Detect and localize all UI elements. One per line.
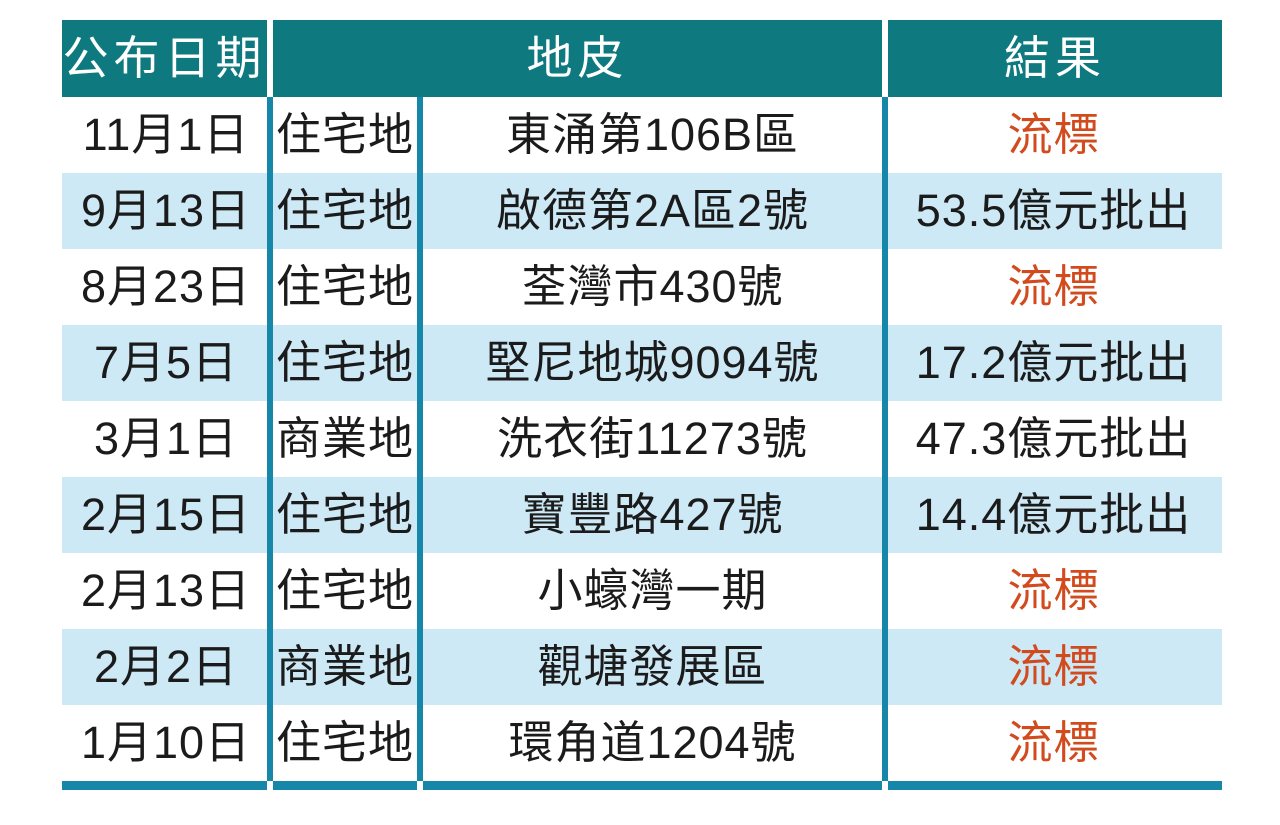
bottom-rule-segment	[62, 781, 267, 790]
table-row: 9月13日 住宅地 啟德第2A區2號 53.5億元批出	[62, 173, 1222, 249]
table-row: 1月10日 住宅地 環角道1204號 流標	[62, 705, 1222, 781]
cell-site: 東涌第106B區	[505, 109, 800, 160]
cell-result: 53.5億元批出	[915, 185, 1192, 236]
bottom-rule-segment	[888, 781, 1222, 790]
cell-type: 住宅地	[275, 337, 414, 388]
cell-site: 環角道1204號	[508, 717, 797, 768]
cell-date: 2月13日	[80, 565, 252, 616]
column-divider	[267, 97, 273, 781]
bottom-rule-segment	[273, 781, 417, 790]
table-row: 2月13日 住宅地 小蠔灣一期 流標	[62, 553, 1222, 629]
cell-date: 11月1日	[82, 109, 250, 160]
cell-result: 14.4億元批出	[915, 489, 1192, 540]
table-row: 7月5日 住宅地 堅尼地城9094號 17.2億元批出	[62, 325, 1222, 401]
cell-result: 流標	[1007, 565, 1100, 616]
table-row: 2月15日 住宅地 寶豐路427號 14.4億元批出	[62, 477, 1222, 553]
cell-type: 住宅地	[275, 565, 414, 616]
cell-site: 荃灣市430號	[521, 261, 784, 312]
cell-type: 住宅地	[275, 489, 414, 540]
header-date: 公布日期	[62, 20, 267, 97]
header-site: 地皮	[273, 20, 882, 97]
cell-site: 觀塘發展區	[537, 641, 768, 692]
cell-result: 17.2億元批出	[915, 337, 1192, 388]
table-row: 2月2日 商業地 觀塘發展區 流標	[62, 629, 1222, 705]
cell-result: 流標	[1007, 109, 1100, 160]
cell-type: 住宅地	[275, 717, 414, 768]
cell-date: 1月10日	[80, 717, 252, 768]
cell-date: 3月1日	[93, 413, 239, 464]
column-divider	[417, 97, 423, 781]
land-tender-results-table: 公布日期 地皮 結果 11月1日 住宅地 東涌第106B區 流標 9月13日 住…	[62, 20, 1222, 790]
cell-site: 小蠔灣一期	[537, 565, 768, 616]
cell-result: 47.3億元批出	[915, 413, 1192, 464]
cell-result: 流標	[1007, 261, 1100, 312]
cell-type: 住宅地	[275, 185, 414, 236]
cell-date: 8月23日	[80, 261, 252, 312]
cell-site: 洗衣街11273號	[497, 413, 808, 464]
table-bottom-rule	[62, 781, 1222, 790]
cell-site: 寶豐路427號	[521, 489, 784, 540]
cell-type: 住宅地	[275, 109, 414, 160]
cell-date: 2月2日	[93, 641, 239, 692]
cell-date: 7月5日	[93, 337, 239, 388]
bottom-rule-segment	[423, 781, 882, 790]
cell-type: 商業地	[275, 413, 414, 464]
table-header-row: 公布日期 地皮 結果	[62, 20, 1222, 97]
cell-site: 啟德第2A區2號	[495, 185, 810, 236]
table-body: 11月1日 住宅地 東涌第106B區 流標 9月13日 住宅地 啟德第2A區2號…	[62, 97, 1222, 781]
cell-site: 堅尼地城9094號	[485, 337, 820, 388]
header-result: 結果	[888, 20, 1222, 97]
cell-date: 9月13日	[80, 185, 252, 236]
cell-type: 商業地	[275, 641, 414, 692]
cell-result: 流標	[1007, 641, 1100, 692]
table-row: 8月23日 住宅地 荃灣市430號 流標	[62, 249, 1222, 325]
column-divider	[882, 97, 888, 781]
table-row: 11月1日 住宅地 東涌第106B區 流標	[62, 97, 1222, 173]
cell-result: 流標	[1007, 717, 1100, 768]
cell-type: 住宅地	[275, 261, 414, 312]
cell-date: 2月15日	[80, 489, 252, 540]
table-row: 3月1日 商業地 洗衣街11273號 47.3億元批出	[62, 401, 1222, 477]
